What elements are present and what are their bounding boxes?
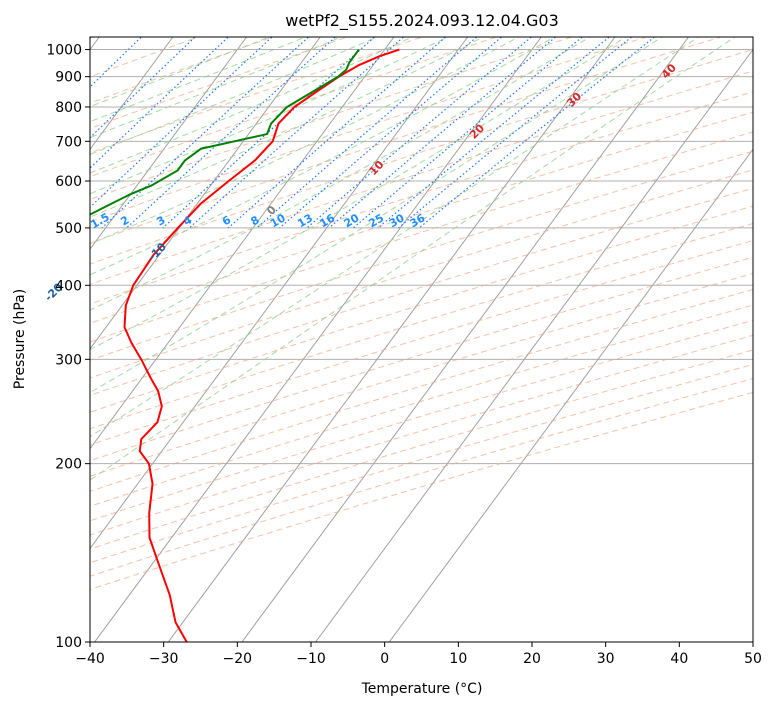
x-tick-label: 20 (523, 651, 541, 667)
y-tick-label: 800 (55, 100, 82, 116)
profile-lines (90, 48, 400, 642)
dry-adiabat-line (90, 378, 753, 577)
chart-title: wetPf2_S155.2024.093.12.04.G03 (285, 11, 559, 31)
y-tick-label: 500 (55, 221, 82, 237)
x-tick-label: 10 (449, 651, 467, 667)
y-tick-label: 600 (55, 174, 82, 190)
x-axis-title: Temperature (°C) (361, 681, 483, 697)
moist-adiabat-line (90, 37, 414, 174)
mixing-ratio-line (256, 37, 478, 229)
y-tick-label: 100 (55, 635, 82, 651)
dry-adiabat-line (90, 111, 753, 324)
background-lines (90, 37, 753, 642)
moist-adiabat-line (90, 37, 307, 123)
moist-adiabat-line (90, 37, 736, 481)
isotherm-line (90, 37, 395, 450)
y-tick-label: 200 (55, 457, 82, 473)
dry-adiabat-line (90, 37, 424, 154)
dry-adiabat-line (90, 131, 753, 343)
moist-adiabat-line (90, 37, 449, 195)
x-tick-label: 0 (380, 651, 389, 667)
x-tick-label: 50 (744, 651, 762, 667)
moist-adiabat-line (90, 37, 592, 311)
dry-adiabat-line (90, 222, 753, 430)
dry-adiabat-line (90, 240, 753, 446)
dry-adiabat-line (90, 37, 574, 201)
dry-adiabat-line (90, 91, 753, 305)
temperature-line (123, 48, 400, 642)
mixing-ratio-line (101, 37, 310, 229)
dry-adiabat-line (90, 150, 753, 361)
y-tick-label: 1000 (46, 43, 82, 59)
dry-adiabat-line (90, 349, 753, 550)
mixing-ratio-line (279, 37, 503, 229)
isotherm-line (388, 148, 753, 642)
dry-adiabat-line (90, 304, 753, 507)
mixing-ratio-line (328, 37, 557, 229)
mixing-ratio-line (306, 37, 533, 229)
isotherm-line (315, 48, 753, 642)
moist-adiabat-line (90, 37, 485, 218)
moist-adiabat-line (90, 37, 556, 276)
x-tick-label: −40 (75, 651, 105, 667)
dewpoint-line (90, 48, 360, 216)
dry-adiabat-line (90, 363, 753, 564)
isotherm-line (90, 37, 248, 250)
dry-adiabat-line (90, 334, 753, 536)
y-tick-label: 900 (55, 70, 82, 86)
moist-adiabat-line (90, 37, 343, 139)
mixing-ratio-line (227, 37, 447, 229)
x-axis: −40 −30 −20 −10 0 10 20 30 40 50 (75, 642, 762, 667)
mixing-ratio-line (377, 37, 611, 229)
y-axis-title: Pressure (hPa) (12, 289, 28, 389)
x-tick-label: 40 (670, 651, 688, 667)
x-tick-label: 30 (597, 651, 615, 667)
dry-adiabat-line (90, 187, 753, 396)
y-tick-label: 700 (55, 134, 82, 150)
y-tick-label: 400 (55, 278, 82, 294)
isotherm-line (90, 37, 174, 151)
isotherm-line (90, 37, 469, 550)
mixing-ratio-line (398, 37, 633, 229)
isotherm-line (241, 37, 690, 642)
moist-adiabat-line (90, 37, 700, 438)
dry-adiabat-line (90, 272, 753, 477)
x-tick-label: −30 (149, 651, 179, 667)
y-tick-label: 300 (55, 352, 82, 368)
plot-frame (89, 36, 754, 643)
isotherm-line (94, 37, 542, 642)
x-tick-label: −20 (223, 651, 253, 667)
mixing-ratio-line (126, 37, 337, 229)
moist-adiabat-line (90, 37, 627, 351)
x-tick-label: −10 (296, 651, 326, 667)
mixing-ratio-line (352, 37, 584, 229)
mixing-ratio-line (189, 37, 405, 229)
y-axis: 100 200 300 400 500 600 700 800 900 1000 (46, 43, 90, 651)
dry-adiabat-line (90, 37, 648, 223)
dry-adiabat-line (90, 37, 200, 78)
